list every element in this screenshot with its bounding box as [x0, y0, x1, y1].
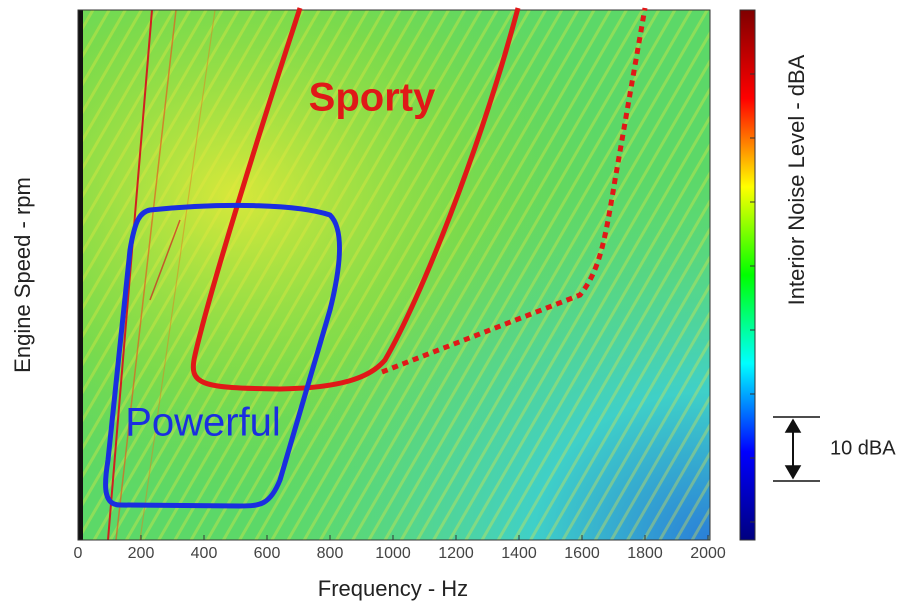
- powerful-region: [103, 202, 342, 509]
- x-tick-label: 1000: [375, 545, 411, 562]
- x-tick-label: 1400: [501, 545, 537, 562]
- y-axis-label: Engine Speed - rpm: [10, 177, 35, 373]
- x-tick-label: 1200: [438, 545, 474, 562]
- colorbar: [739, 9, 756, 541]
- x-tick-label: 800: [317, 545, 344, 562]
- annotation: 10 dBA: [830, 437, 896, 459]
- annotation: Powerful: [125, 401, 281, 445]
- annotation: Sporty: [309, 76, 436, 120]
- x-tick-label: 200: [128, 545, 155, 562]
- x-tick-label: 1800: [627, 545, 663, 562]
- x-tick-label: 2000: [690, 545, 726, 562]
- sporty-extension: [381, 7, 648, 375]
- x-axis: 0 200 400 600 800 1000 1200 1400 1600 1800 2000: [74, 535, 726, 562]
- plot-area: [77, 9, 711, 541]
- scale-bracket: [773, 416, 820, 482]
- x-axis-label: Frequency - Hz: [318, 576, 468, 601]
- colorbar-label: Interior Noise Level - dBA: [784, 54, 809, 305]
- x-tick-label: 1600: [564, 545, 600, 562]
- x-tick-label: 600: [254, 545, 281, 562]
- x-tick-label: 400: [191, 545, 218, 562]
- sporty-region: [190, 7, 521, 392]
- x-tick-label: 0: [74, 545, 83, 562]
